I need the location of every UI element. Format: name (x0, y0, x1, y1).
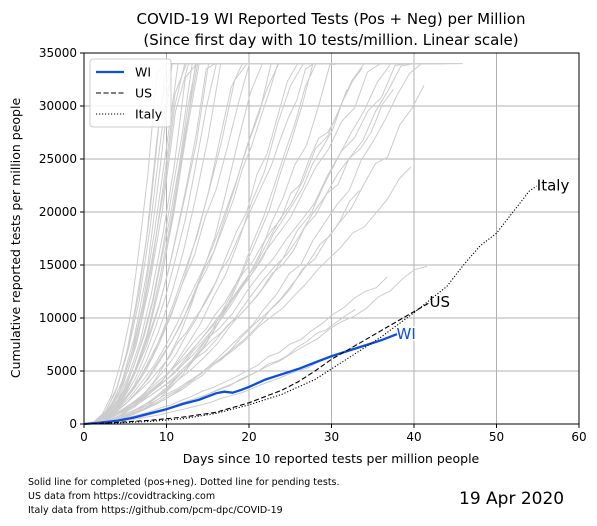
chart-title-line-2: (Since first day with 10 tests/million. … (143, 31, 518, 49)
x-tick-label: 60 (571, 430, 586, 444)
x-tick-label: 10 (159, 430, 174, 444)
y-tick-label: 25000 (39, 152, 77, 166)
legend-label-wi: WI (135, 65, 151, 80)
end-label-wi: WI (397, 325, 416, 343)
y-tick-label: 35000 (39, 46, 77, 60)
background-line (83, 276, 388, 425)
series-line-us (83, 301, 431, 425)
y-tick-label: 0 (69, 417, 77, 431)
y-tick-label: 20000 (39, 205, 77, 219)
background-line (83, 308, 356, 425)
x-tick-label: 30 (324, 430, 339, 444)
series-group: WI US Italy (83, 175, 571, 426)
series-line-wi (83, 332, 398, 426)
series-line-italy (83, 185, 539, 425)
legend-label-us: US (135, 86, 152, 101)
end-label-italy: Italy (537, 177, 570, 195)
y-tick-label: 30000 (39, 99, 77, 113)
footnote-completed-pending: Solid line for completed (pos+neg). Dott… (28, 477, 340, 488)
end-label-us: US (430, 293, 451, 311)
chart-title-line-1: COVID-19 WI Reported Tests (Pos + Neg) p… (137, 10, 526, 28)
footnote-italy-source: Italy data from https://github.com/pcm-d… (28, 505, 283, 516)
y-tick-label: 15000 (39, 258, 77, 272)
y-tick-label: 10000 (39, 311, 77, 325)
background-line (83, 63, 439, 425)
background-line (83, 342, 358, 425)
background-line (83, 89, 348, 425)
x-tick-label: 0 (80, 430, 88, 444)
report-date: 19 Apr 2020 (459, 489, 565, 509)
legend-box (89, 58, 172, 128)
background-line (83, 63, 417, 425)
legend: WI US Italy (89, 58, 172, 128)
background-line (83, 63, 463, 425)
x-tick-label: 50 (489, 430, 504, 444)
x-tick-label: 40 (406, 430, 421, 444)
legend-label-italy: Italy (135, 107, 163, 122)
axis-ticks: 0 10 20 30 40 50 60 0 5000 10000 15000 20000 25000 30… (39, 46, 587, 444)
y-tick-label: 5000 (46, 364, 77, 378)
x-tick-label: 20 (241, 430, 256, 444)
chart: COVID-19 WI Reported Tests (Pos + Neg) p… (8, 10, 587, 466)
x-axis-label: Days since 10 reported tests per million… (183, 451, 480, 466)
background-lines (83, 63, 463, 425)
footnote-us-source: US data from https://covidtracking.com (28, 491, 216, 502)
y-axis-label: Cumulative reported tests per million pe… (8, 98, 23, 379)
